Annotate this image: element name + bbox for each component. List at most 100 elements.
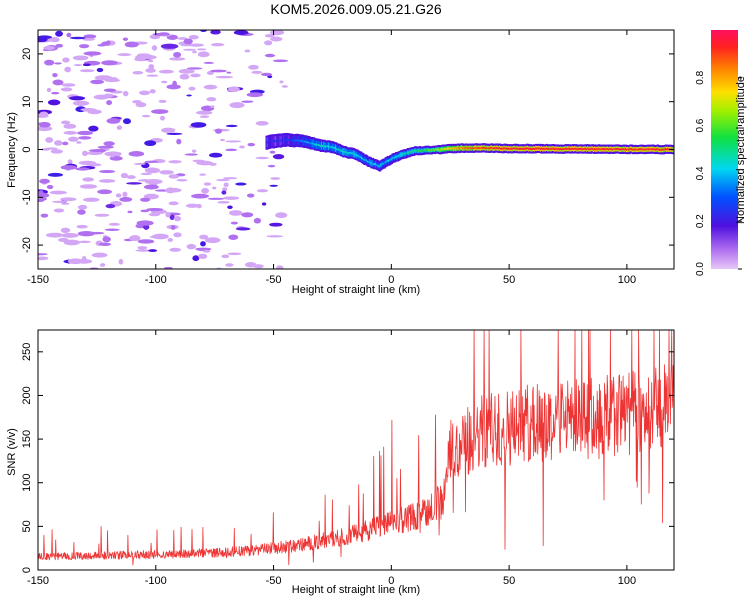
spectrogram-noise-cell: [221, 190, 227, 195]
spectrogram-noise-cell: [188, 35, 199, 40]
spectrogram-noise-cell: [186, 243, 197, 250]
spectrogram-noise-cell: [233, 30, 249, 36]
spectrogram-noise-cell: [148, 64, 155, 70]
spectrogram-noise-cell: [148, 212, 161, 217]
spectrogram-noise-cell: [165, 187, 182, 193]
spectrogram-noise-cell: [99, 263, 106, 267]
spectrogram-noise-cell: [264, 40, 273, 46]
spectrogram-noise-cell: [192, 50, 197, 54]
spectrogram-noise-cell: [54, 140, 63, 146]
spectrogram-noise-cell: [269, 222, 283, 227]
spectrogram-noise-cell: [63, 123, 77, 129]
spectrogram-noise-cell: [208, 162, 217, 166]
spectrogram-noise-cell: [82, 37, 96, 41]
spectrogram-noise-cell: [183, 38, 193, 45]
spectrogram-noise-cell: [267, 164, 276, 168]
snr-y-label: SNR (v/v): [6, 428, 18, 476]
spectrogram-noise-cell: [104, 228, 120, 231]
snr-x-axis: -150 -100 -50 0 50 100: [27, 330, 636, 587]
spectrogram-noise-cell: [53, 208, 65, 213]
spectrogram-noise-cell: [60, 227, 71, 234]
spectrogram-noise-cell: [128, 151, 145, 157]
y-tick-label: 20: [21, 48, 33, 60]
y-tick-label: 50: [21, 520, 33, 532]
x-tick-label: 50: [503, 575, 515, 587]
spectrogram-noise-cell: [152, 233, 169, 240]
spectrogram-noise-cell: [168, 160, 182, 164]
spectrogram-noise-cell: [200, 241, 206, 247]
colorbar: 0.0 0.2 0.4 0.6 0.8 Normalized spectral ampl…: [695, 30, 747, 276]
spectrogram-heatmap: [38, 30, 674, 269]
spectrogram-noise-cell: [82, 177, 95, 182]
spectrogram-noise-cell: [241, 212, 254, 218]
spectrogram-noise-cell: [77, 204, 88, 210]
spectrogram-noise-cell: [264, 34, 275, 38]
colorbar-tick-label: 0.6: [695, 118, 706, 132]
spectrogram-noise-cell: [126, 175, 136, 180]
colorbar-gradient: [711, 30, 738, 269]
spectrogram-noise-cell: [52, 73, 58, 78]
spectrogram-noise-cell: [72, 55, 89, 61]
y-tick-label: 10: [21, 96, 33, 108]
spectrogram-noise-cell: [246, 193, 255, 198]
spectrogram-noise-cell: [40, 148, 50, 151]
x-tick-label: -100: [145, 274, 167, 286]
spectrogram-noise-cell: [176, 138, 182, 145]
x-tick-label: -150: [27, 274, 49, 286]
spectrogram-noise-cell: [119, 196, 133, 202]
spectrogram-noise-cell: [199, 173, 206, 176]
spectrogram-noise-cell: [191, 193, 210, 199]
spectrogram-noise-cell: [105, 203, 116, 209]
spectrogram-noise-cell: [206, 71, 214, 75]
spectrogram-noise-cell: [144, 167, 160, 174]
spectrogram-noise-cell: [269, 184, 279, 187]
y-tick-label: -10: [21, 189, 33, 205]
spectrogram-noise-cell: [82, 63, 91, 67]
spectrogram-noise-cell: [235, 182, 247, 186]
spectrogram-noise-cell: [211, 42, 225, 47]
spectrogram-noise-cell: [269, 150, 276, 154]
spectrogram-noise-cell: [158, 99, 167, 103]
y-tick-label: 0: [21, 567, 33, 573]
spectrogram-noise-cell: [223, 177, 238, 180]
spectrogram-noise-cell: [96, 67, 104, 73]
spectrogram-noise-cell: [207, 197, 225, 200]
spectrogram-noise-cell: [251, 70, 263, 74]
spectrogram-noise-cell: [184, 153, 198, 156]
spectrogram-noise-cell: [169, 57, 186, 61]
snr-panel: -150 -100 -50 0 50 100 0 50 100 150 200 250 Height…: [6, 329, 675, 596]
spectrogram-noise-cell: [60, 165, 78, 170]
spectrogram-noise-cell: [196, 48, 207, 51]
spectrogram-noise-cell: [149, 89, 156, 94]
spectrogram-noise-cell: [61, 233, 79, 238]
x-tick-label: -100: [145, 575, 167, 587]
colorbar-tick-label: 0.4: [695, 166, 706, 180]
spectrogram-noise-cell: [46, 232, 64, 238]
spectrogram-noise-cell: [127, 210, 133, 214]
spectrogram-noise-cell: [140, 172, 152, 176]
colorbar-ticks: 0.0 0.2 0.4 0.6 0.8: [695, 70, 742, 276]
spectrogram-noise-cell: [124, 41, 139, 48]
spectrogram-noise-cell: [94, 213, 110, 217]
spectrogram-noise-cell: [106, 117, 121, 124]
spectrogram-noise-cell: [190, 73, 201, 78]
spectrogram-noise-cell: [82, 197, 100, 202]
spectrogram-noise-cell: [158, 69, 174, 74]
spectrogram-noise-cell: [55, 43, 64, 48]
spectrogram-noise-cell: [66, 32, 72, 38]
spectrogram-noise-cell: [116, 125, 123, 130]
spectrogram-noise-cell: [275, 212, 288, 219]
spectrogram-noise-cell: [210, 30, 221, 35]
spectrogram-noise-cell: [166, 132, 183, 135]
y-tick-label: 100: [21, 474, 33, 492]
spectrogram-noise-cell: [146, 74, 159, 77]
spectrogram-noise-cell: [192, 255, 200, 262]
y-tick-label: 150: [21, 430, 33, 448]
spectrogram-noise-cell: [255, 121, 269, 126]
spectrogram-noise-cell: [248, 64, 259, 70]
spectrogram-noise-cell: [201, 187, 210, 194]
spectrogram-noise-cell: [117, 53, 132, 57]
spectrogram-noise-cell: [83, 51, 102, 56]
spectrogram-noise-cell: [91, 252, 108, 258]
